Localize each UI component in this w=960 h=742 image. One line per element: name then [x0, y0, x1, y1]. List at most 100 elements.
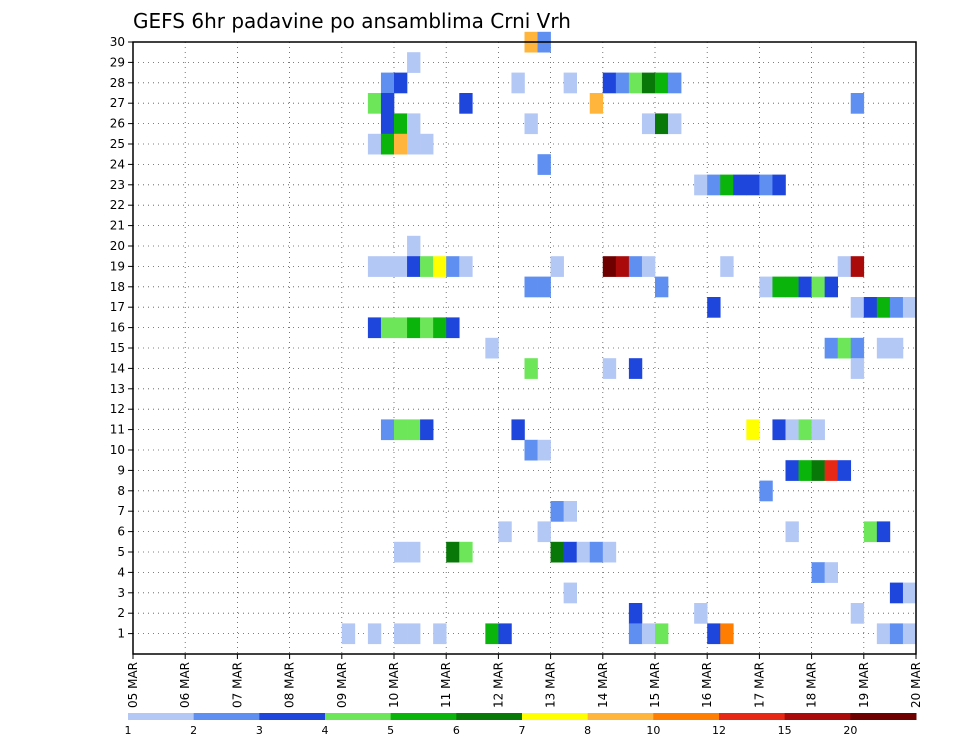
- heatmap-cell: [550, 501, 564, 522]
- heatmap-cell: [459, 93, 473, 114]
- y-tick-label: 3: [117, 586, 125, 600]
- heatmap-cell: [889, 582, 904, 604]
- y-tick-label: 23: [110, 178, 125, 192]
- legend-label: 7: [519, 724, 526, 737]
- legend-swatch: [653, 713, 720, 720]
- heatmap-cell: [850, 297, 865, 318]
- heatmap-cell: [811, 419, 825, 441]
- heatmap-cell: [707, 623, 721, 645]
- y-tick-label: 24: [110, 157, 125, 171]
- cells-layer: [341, 31, 917, 645]
- heatmap-cell: [485, 337, 499, 359]
- x-tick-label: 14 MAR: [596, 662, 610, 708]
- heatmap-cell: [420, 256, 434, 277]
- heatmap-cell: [824, 562, 838, 583]
- heatmap-cell: [628, 603, 643, 624]
- heatmap-cell: [837, 256, 852, 277]
- x-tick-label: 13 MAR: [544, 662, 558, 708]
- heatmap-cell: [615, 72, 630, 94]
- heatmap-cell: [641, 623, 656, 645]
- heatmap-cell: [394, 72, 408, 94]
- heatmap-cell: [641, 113, 656, 135]
- legend-label: 5: [387, 724, 394, 737]
- y-tick-label: 20: [110, 239, 125, 253]
- heatmap-cell: [380, 72, 395, 94]
- heatmap-cell: [876, 297, 891, 318]
- heatmap-cell: [563, 72, 577, 94]
- heatmap-cell: [655, 623, 669, 645]
- x-tick-label: 18 MAR: [805, 662, 819, 708]
- heatmap-cell: [837, 460, 852, 481]
- heatmap-cell: [524, 276, 538, 298]
- legend-swatch: [325, 713, 392, 720]
- heatmap-cell: [394, 256, 408, 277]
- heatmap-cell: [655, 276, 669, 298]
- y-axis: 1234567891011121314151617181920212223242…: [110, 35, 133, 641]
- y-tick-label: 10: [110, 443, 125, 457]
- legend-swatch: [587, 713, 654, 720]
- y-tick-label: 15: [110, 341, 125, 355]
- y-tick-label: 14: [110, 361, 125, 375]
- heatmap-cell: [641, 72, 656, 94]
- heatmap-cell: [759, 174, 773, 196]
- heatmap-cell: [459, 256, 473, 277]
- heatmap-cell: [628, 358, 643, 379]
- heatmap-cell: [759, 480, 773, 502]
- heatmap-cell: [420, 419, 434, 441]
- heatmap-cell: [380, 93, 395, 114]
- heatmap-cell: [824, 337, 838, 359]
- x-tick-label: 11 MAR: [439, 662, 453, 708]
- heatmap-cell: [850, 256, 865, 277]
- x-tick-label: 09 MAR: [335, 662, 349, 708]
- x-tick-label: 15 MAR: [648, 662, 662, 708]
- heatmap-cell: [720, 623, 734, 645]
- heatmap-cell: [407, 52, 421, 73]
- heatmap-cell: [511, 72, 525, 94]
- heatmap-cell: [746, 174, 760, 196]
- legend-label: 2: [190, 724, 197, 737]
- heatmap-cell: [863, 297, 878, 318]
- heatmap-cell: [811, 562, 825, 583]
- legend-swatch: [128, 713, 195, 720]
- heatmap-cell: [394, 541, 408, 563]
- heatmap-cell: [407, 235, 421, 257]
- legend-swatch: [390, 713, 457, 720]
- x-tick-label: 16 MAR: [700, 662, 714, 708]
- y-tick-label: 13: [110, 382, 125, 396]
- y-tick-label: 29: [110, 55, 125, 69]
- heatmap-cell: [850, 603, 865, 624]
- legend-swatch: [522, 713, 589, 720]
- heatmap-cell: [655, 72, 669, 94]
- heatmap-cell: [367, 623, 382, 645]
- legend-label: 4: [322, 724, 329, 737]
- y-tick-label: 30: [110, 35, 125, 49]
- legend-swatch: [850, 713, 917, 720]
- heatmap-cell: [733, 174, 747, 196]
- heatmap-cell: [485, 623, 499, 645]
- heatmap-cell: [707, 297, 721, 318]
- y-tick-label: 5: [117, 545, 125, 559]
- heatmap-cell: [563, 541, 577, 563]
- legend-label: 10: [646, 724, 660, 737]
- heatmap-cell: [785, 460, 799, 481]
- heatmap-cell: [772, 419, 786, 441]
- y-tick-label: 2: [117, 606, 125, 620]
- heatmap-cell: [772, 276, 786, 298]
- heatmap-cell: [446, 256, 460, 277]
- heatmap-cell: [341, 623, 356, 645]
- x-axis: 05 MAR 06 MAR 07 MAR 08 MAR 09 MAR 10 MAR 11 M…: [126, 654, 923, 708]
- heatmap-cell: [876, 337, 891, 359]
- heatmap-cell: [798, 276, 812, 298]
- legend-label: 8: [584, 724, 591, 737]
- heatmap-cell: [628, 256, 643, 277]
- heatmap-cell: [876, 521, 891, 543]
- x-tick-label: 07 MAR: [230, 662, 244, 708]
- heatmap-cell: [824, 460, 838, 481]
- y-tick-label: 17: [110, 300, 125, 314]
- heatmap-cell: [563, 501, 577, 522]
- heatmap-cell: [394, 623, 408, 645]
- heatmap-cell: [433, 623, 447, 645]
- x-tick-label: 06 MAR: [178, 662, 192, 708]
- heatmap-cell: [628, 623, 643, 645]
- y-tick-label: 26: [110, 117, 125, 131]
